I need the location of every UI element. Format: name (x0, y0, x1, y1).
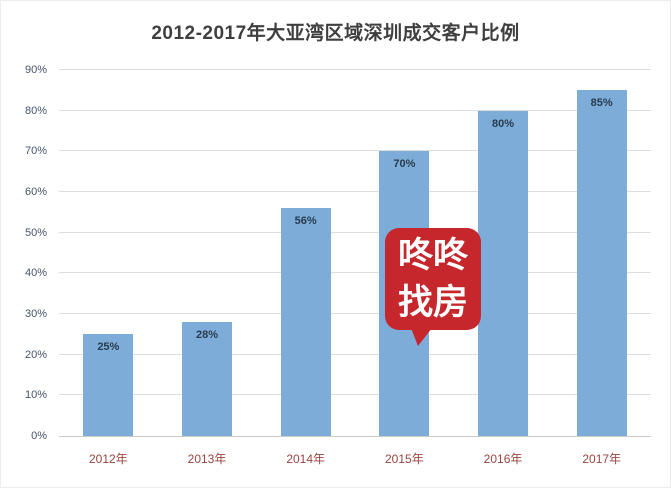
x-axis-label: 2014年 (286, 452, 326, 466)
x-axis-label: 2015年 (385, 452, 424, 466)
x-axis-label: 2016年 (483, 452, 523, 466)
plot-area: 25% 28% 56% 70% 80% 85% (59, 69, 651, 437)
bar-column: 28% (158, 70, 257, 436)
bar-value-label: 85% (590, 97, 613, 110)
bar: 80% (478, 110, 529, 436)
bar-value-label: 25% (97, 341, 120, 354)
gridline (59, 313, 651, 314)
y-axis-tick-label: 70% (24, 145, 47, 158)
bar-value-label: 56% (294, 215, 317, 228)
bar: 56% (280, 208, 331, 436)
gridline (59, 109, 651, 111)
watermark-badge: 咚咚 找房 (385, 228, 481, 346)
x-axis-label: 2013年 (187, 452, 227, 466)
gridline (59, 231, 651, 233)
watermark-text-line2: 找房 (397, 283, 468, 322)
gridline (59, 191, 651, 192)
gridline (59, 353, 651, 355)
bar: 25% (83, 334, 134, 436)
y-axis-tick-label: 40% (24, 267, 47, 280)
x-axis-label: 2017年 (582, 452, 622, 466)
gridline (59, 394, 651, 396)
watermark-tail (411, 328, 432, 346)
bar: 28% (182, 322, 232, 436)
x-axis: 2012年 2013年 2014年 2015年 2016年 2017年 (59, 444, 651, 467)
y-axis-tick-label: 10% (24, 389, 47, 402)
bar-column: 85% (552, 70, 651, 436)
y-axis-tick-label: 80% (24, 104, 47, 117)
y-axis-tick-label: 50% (24, 226, 47, 239)
bar-value-label: 80% (492, 117, 515, 130)
bar-column: 25% (59, 70, 158, 436)
y-axis-tick-label: 30% (24, 308, 47, 320)
watermark-text-line1: 咚咚 (397, 236, 468, 275)
bar-value-label: 28% (195, 329, 219, 342)
gridline (59, 69, 651, 70)
y-axis-tick-label: 0% (31, 430, 47, 442)
bar-column: 56% (256, 70, 355, 436)
gridline (59, 150, 651, 152)
y-axis-tick-label: 20% (24, 348, 47, 361)
y-axis-tick-label: 60% (24, 186, 47, 198)
gridline (59, 272, 651, 274)
y-axis: 0% 10% 20% 30% 40% 50% 60% 70% 80% 90% (1, 64, 51, 442)
x-axis-label: 2012年 (88, 452, 128, 466)
bar-column: 80% (454, 70, 553, 436)
bar: 85% (576, 90, 627, 436)
bar-value-label: 70% (393, 158, 416, 171)
y-axis-tick-label: 90% (24, 64, 47, 76)
chart-title: 2012-2017年大亚湾区域深圳成交客户比例 (151, 23, 520, 44)
bar-series: 25% 28% 56% 70% 80% 85% (59, 70, 651, 436)
